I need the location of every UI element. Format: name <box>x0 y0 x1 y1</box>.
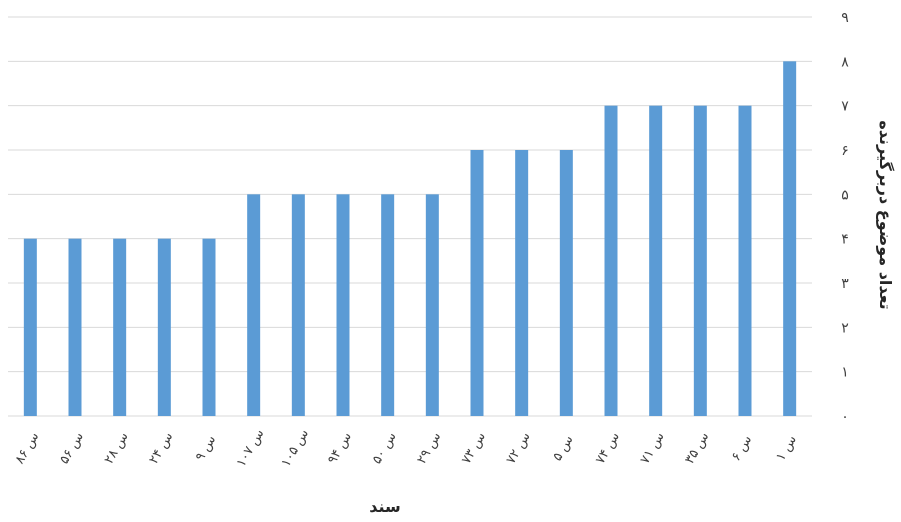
bar <box>381 194 395 416</box>
x-axis-title: سند <box>369 497 401 516</box>
x-tick-label: س ۳۵ <box>682 430 712 467</box>
bar <box>425 194 439 416</box>
y-tick-label: ۰ <box>841 409 849 425</box>
y-tick-label: ۶ <box>841 143 849 159</box>
x-tick-label: س ۷۱ <box>638 430 668 467</box>
y-tick-labels: ۰ ۱ ۲ ۳ ۴ ۵ ۶ ۷ ۸ ۹ <box>841 10 849 425</box>
x-tick-label: س ۵۰ <box>370 430 400 467</box>
y-tick-label: ۸ <box>841 54 849 70</box>
x-tick-label: س ۱۰۷ <box>234 427 267 470</box>
y-tick-label: ۷ <box>841 99 849 115</box>
y-tick-label: ۹ <box>841 10 849 26</box>
y-tick-label: ۲ <box>841 320 849 336</box>
y-tick-label: ۴ <box>841 232 849 248</box>
bar <box>783 61 797 416</box>
x-tick-label: س ۷۲ <box>504 430 534 467</box>
bar <box>738 105 752 417</box>
y-tick-label: ۳ <box>841 276 849 292</box>
bar <box>604 105 618 417</box>
x-tick-label: س ۵ <box>550 433 576 464</box>
bars <box>23 61 797 417</box>
bar <box>157 238 171 416</box>
bar <box>291 194 305 416</box>
x-tick-label: س ۲۴ <box>146 430 176 467</box>
gridlines <box>8 16 812 417</box>
x-tick-label: س ۹۴ <box>325 430 355 467</box>
x-tick-label: س ۱ <box>773 433 799 464</box>
x-tick-label: س ۹ <box>193 433 219 464</box>
x-tick-labels: س ۱ س ۶ س ۳۵ س ۷۱ س ۷۴ س ۵ س ۷۲ س ۷۳ س ۲۹ س ۵۰ س ۹… <box>12 427 800 470</box>
bar <box>68 238 82 416</box>
x-tick-label: س ۵۶ <box>57 430 87 467</box>
bar <box>247 194 261 416</box>
x-tick-label: س ۷۴ <box>593 430 623 467</box>
bar <box>202 238 216 416</box>
bar <box>649 105 663 417</box>
bar <box>515 150 529 416</box>
bar <box>559 150 573 416</box>
y-tick-label: ۱ <box>841 365 849 381</box>
bar <box>113 238 127 416</box>
x-tick-label: س ۸۶ <box>12 430 42 467</box>
bar <box>470 150 484 416</box>
bar <box>336 194 350 416</box>
x-tick-label: س ۲۹ <box>414 430 444 467</box>
x-tick-label: س ۷۳ <box>459 430 489 467</box>
bar <box>693 105 707 417</box>
x-tick-label: س ۱۰۵ <box>279 427 312 470</box>
x-tick-label: س ۲۸ <box>102 430 132 467</box>
bar <box>23 238 37 416</box>
y-tick-label: ۵ <box>841 187 849 203</box>
y-axis-title: تعداد موضوع دربرگیرنده <box>876 120 895 309</box>
x-tick-label: س ۶ <box>729 433 755 464</box>
